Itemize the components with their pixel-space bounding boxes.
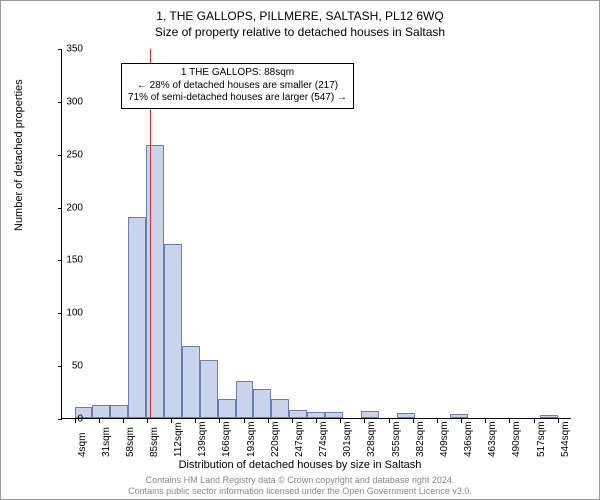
xtick-mark xyxy=(244,419,245,423)
ytick-mark xyxy=(58,208,62,209)
y-axis-label: Number of detached properties xyxy=(13,79,25,231)
title-line-2: Size of property relative to detached ho… xyxy=(1,25,599,41)
xtick-label: 31sqm xyxy=(101,427,112,457)
ytick-label: 300 xyxy=(66,96,83,107)
xtick-label: 355sqm xyxy=(391,421,402,457)
xtick-label: 220sqm xyxy=(270,421,281,457)
xtick-label: 301sqm xyxy=(342,421,353,457)
histogram-bar xyxy=(361,411,379,418)
histogram-bar xyxy=(253,389,271,418)
ytick-label: 200 xyxy=(66,202,83,213)
ytick-mark xyxy=(58,313,62,314)
ytick-mark xyxy=(58,155,62,156)
xtick-label: 274sqm xyxy=(318,421,329,457)
xtick-mark xyxy=(99,419,100,423)
annotation-box: 1 THE GALLOPS: 88sqm ← 28% of detached h… xyxy=(121,63,354,109)
xtick-mark xyxy=(147,419,148,423)
xtick-label: 4sqm xyxy=(77,433,88,457)
ytick-label: 0 xyxy=(77,414,83,425)
xtick-label: 517sqm xyxy=(536,421,547,457)
histogram-bar xyxy=(164,244,182,418)
copyright-line-2: Contains public sector information licen… xyxy=(1,486,599,497)
xtick-mark xyxy=(413,419,414,423)
xtick-label: 328sqm xyxy=(366,421,377,457)
ytick-label: 250 xyxy=(66,149,83,160)
histogram-bar xyxy=(92,405,110,418)
xtick-mark xyxy=(437,419,438,423)
xtick-label: 409sqm xyxy=(439,421,450,457)
ytick-label: 150 xyxy=(66,255,83,266)
ytick-mark xyxy=(58,49,62,50)
histogram-bar xyxy=(540,415,558,418)
copyright-block: Contains HM Land Registry data © Crown c… xyxy=(1,475,599,497)
xtick-mark xyxy=(316,419,317,423)
histogram-bar xyxy=(200,360,218,418)
xtick-label: 112sqm xyxy=(173,422,184,457)
xtick-label: 490sqm xyxy=(511,421,522,457)
xtick-mark xyxy=(171,419,172,423)
x-axis-label: Distribution of detached houses by size … xyxy=(1,459,599,471)
xtick-mark xyxy=(461,419,462,423)
xtick-label: 247sqm xyxy=(294,421,305,457)
ytick-mark xyxy=(58,260,62,261)
histogram-bar xyxy=(307,412,325,418)
ytick-mark xyxy=(58,366,62,367)
histogram-bar xyxy=(397,413,415,418)
annotation-line-2: ← 28% of detached houses are smaller (21… xyxy=(128,80,347,93)
xtick-label: 166sqm xyxy=(221,421,232,457)
copyright-line-1: Contains HM Land Registry data © Crown c… xyxy=(1,475,599,486)
ytick-mark xyxy=(58,102,62,103)
xtick-mark xyxy=(558,419,559,423)
xtick-mark xyxy=(292,419,293,423)
xtick-mark xyxy=(534,419,535,423)
histogram-bar xyxy=(182,346,200,418)
xtick-label: 436sqm xyxy=(463,421,474,457)
xtick-mark xyxy=(75,419,76,423)
histogram-bar xyxy=(236,381,254,418)
histogram-bar xyxy=(271,399,289,418)
title-line-1: 1, THE GALLOPS, PILLMERE, SALTASH, PL12 … xyxy=(1,9,599,25)
ytick-label: 350 xyxy=(66,44,83,55)
xtick-label: 139sqm xyxy=(197,421,208,457)
histogram-bar xyxy=(289,410,307,418)
histogram-bar xyxy=(450,414,468,418)
annotation-line-3: 71% of semi-detached houses are larger (… xyxy=(128,92,347,105)
histogram-bar xyxy=(110,405,128,418)
chart-titles: 1, THE GALLOPS, PILLMERE, SALTASH, PL12 … xyxy=(1,1,599,40)
xtick-label: 193sqm xyxy=(246,421,257,457)
xtick-label: 85sqm xyxy=(149,427,160,457)
histogram-bar xyxy=(128,217,146,418)
xtick-label: 463sqm xyxy=(487,421,498,457)
xtick-mark xyxy=(389,419,390,423)
ytick-label: 50 xyxy=(72,361,83,372)
ytick-mark xyxy=(58,419,62,420)
histogram-bar xyxy=(325,412,343,418)
xtick-mark xyxy=(123,419,124,423)
annotation-line-1: 1 THE GALLOPS: 88sqm xyxy=(128,67,347,80)
histogram-bar xyxy=(218,399,236,418)
xtick-mark xyxy=(268,419,269,423)
ytick-label: 100 xyxy=(66,308,83,319)
xtick-label: 382sqm xyxy=(415,421,426,457)
xtick-label: 58sqm xyxy=(125,427,136,457)
xtick-label: 544sqm xyxy=(560,421,571,457)
